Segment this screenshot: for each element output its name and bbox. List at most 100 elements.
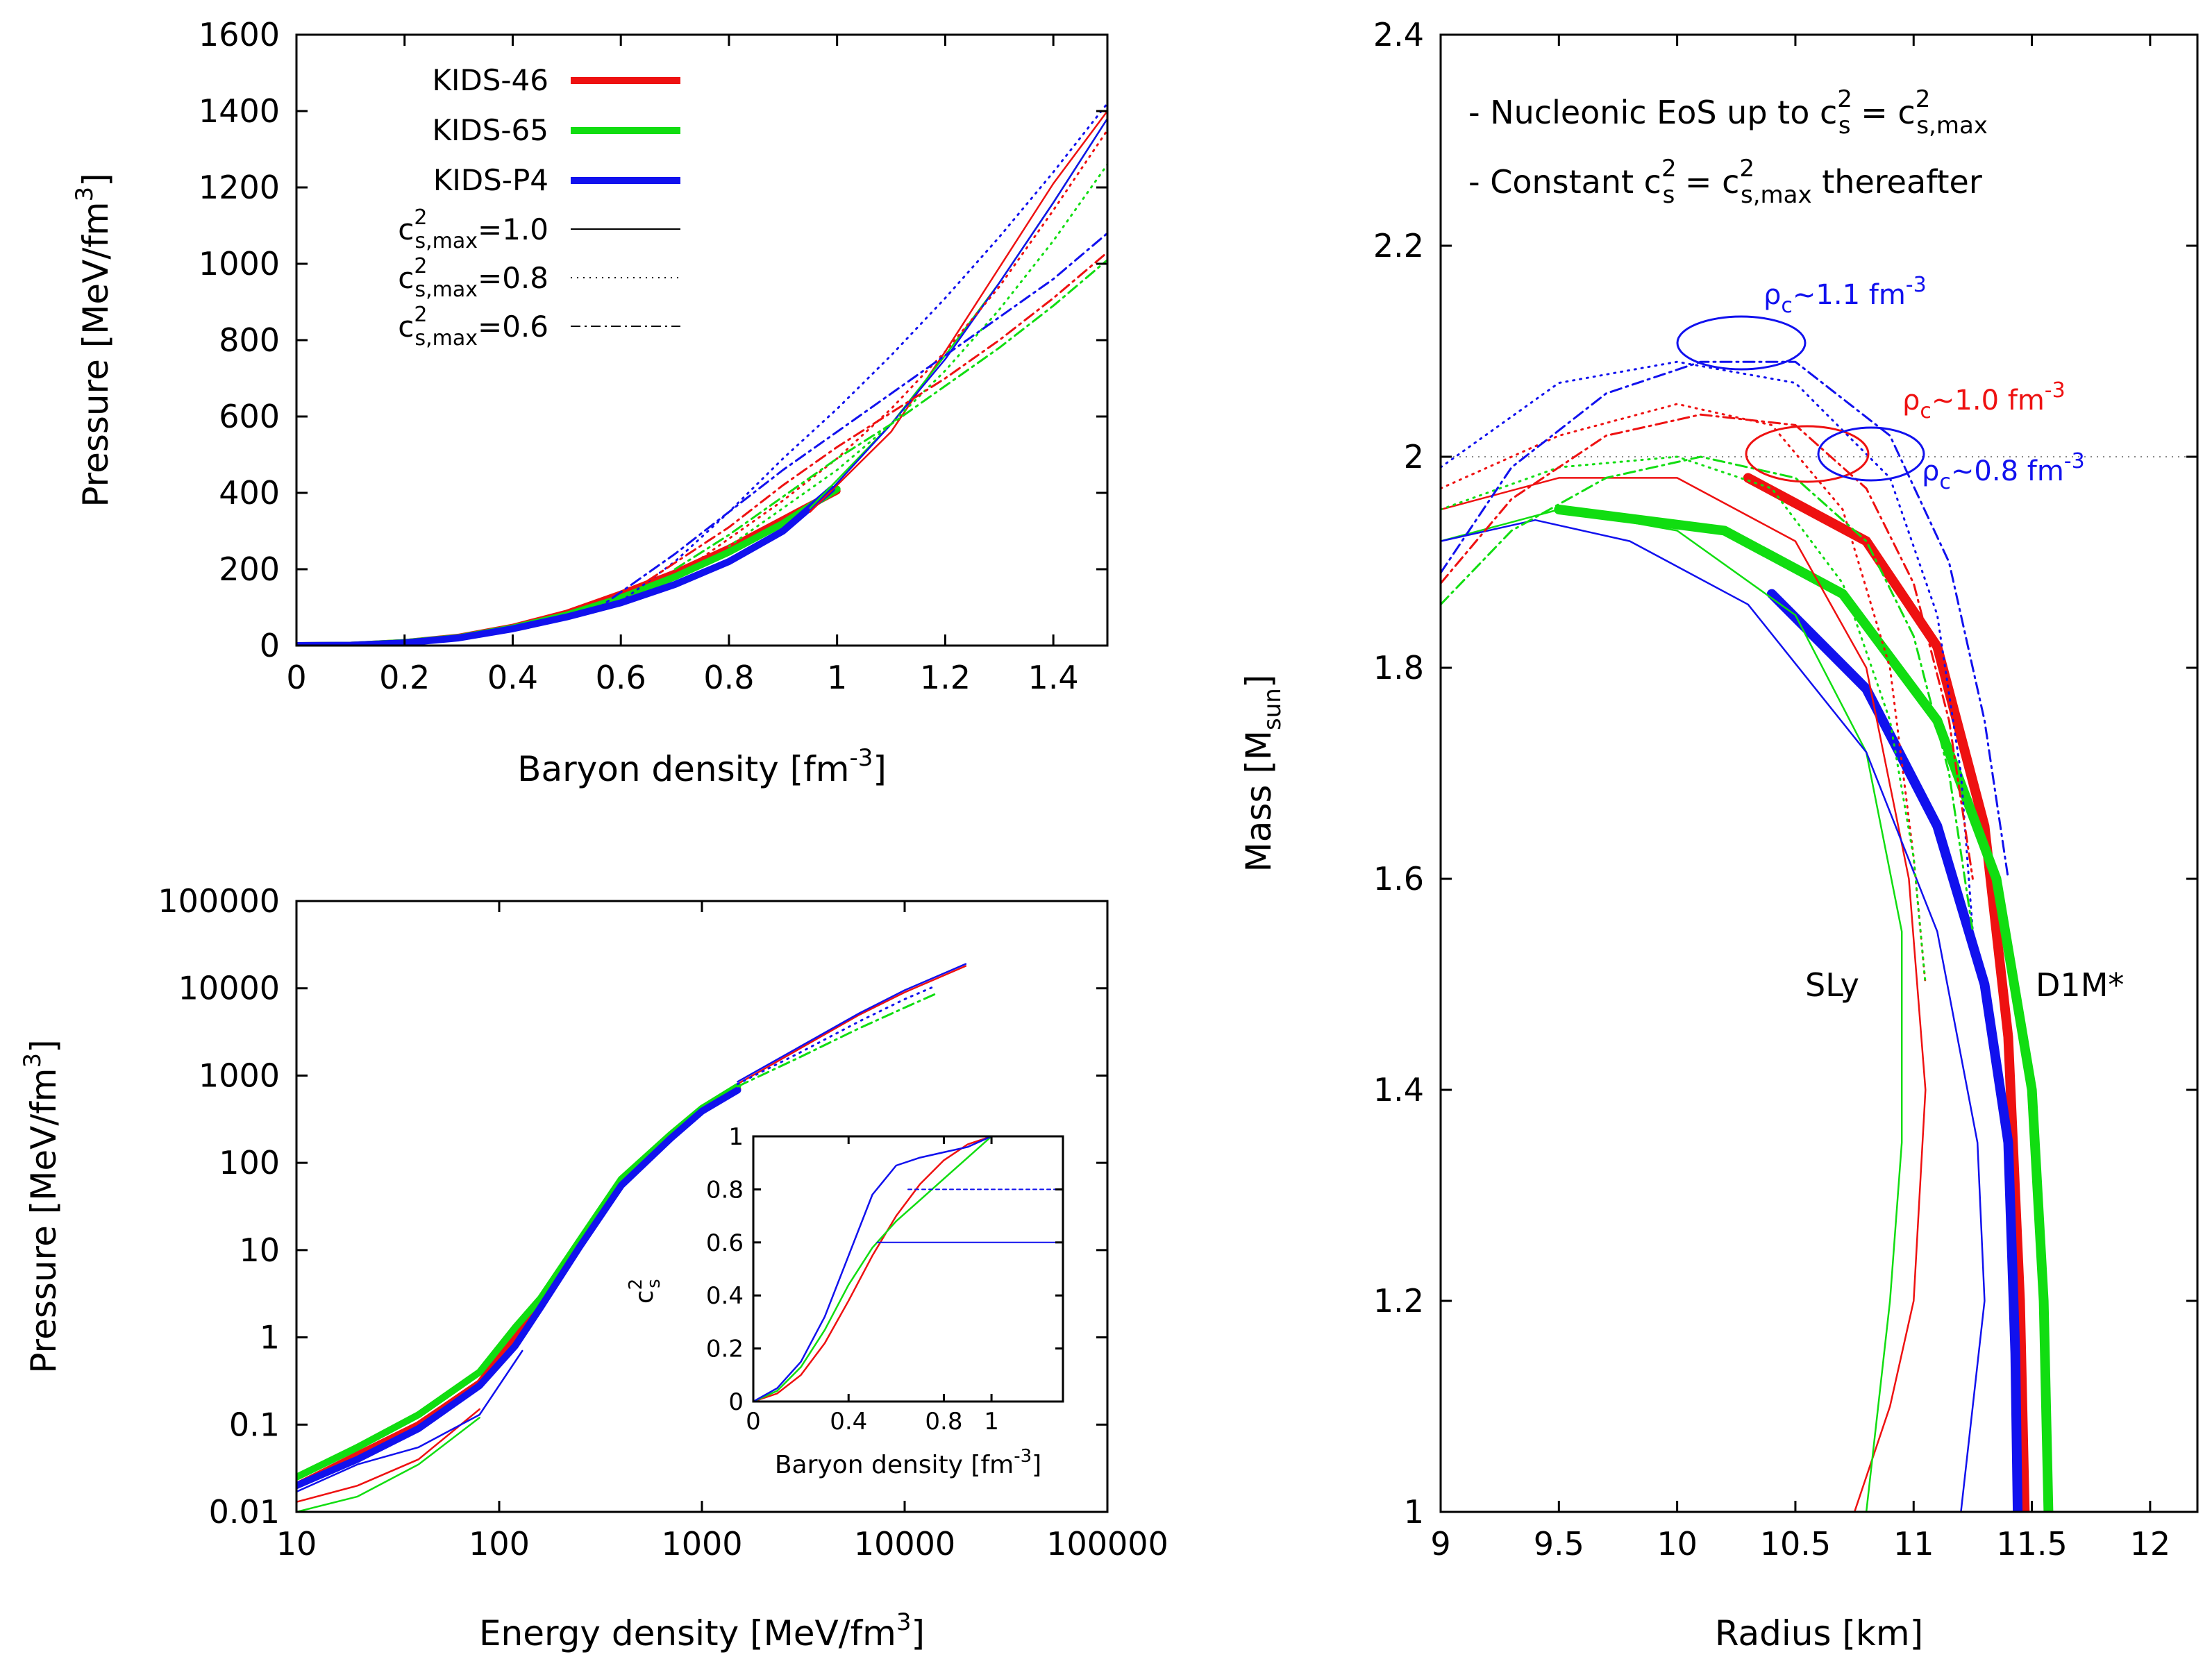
rho-0.8-marker: [1817, 426, 1925, 482]
annotation-rho-0.8: ρc~0.8 fm-3: [1922, 449, 2085, 494]
series-kids-65-dashdot-line: [673, 259, 1107, 571]
y-tick-label: 10: [239, 1231, 280, 1269]
y-tick-label: 1200: [199, 169, 280, 206]
x-tick-label: 1: [827, 659, 847, 696]
x-tick-label: 0.4: [830, 1408, 867, 1436]
inset-frame: [752, 1135, 1064, 1403]
x-tick-label: 10000: [854, 1525, 955, 1563]
series-kids-46-dotted-line: [1441, 403, 1927, 986]
y-tick-label: 0.2: [706, 1336, 744, 1363]
y-tick-label: 400: [219, 474, 280, 512]
series-kids-p4-solid-line: [1441, 519, 1986, 1512]
legend-label-kids-p4: KIDS-P4: [433, 163, 548, 197]
annotation-rho-1.1: ρc~1.1 fm-3: [1763, 273, 1927, 318]
y-tick-label: 1.4: [1373, 1071, 1424, 1109]
legend-label-cs-0.6: c2 s,max=0.6: [398, 303, 548, 351]
series-kids-65-line-line: [753, 1136, 1063, 1402]
x-tick-label: 9.5: [1534, 1525, 1584, 1563]
series-kids-46-solid-line: [296, 1408, 480, 1503]
series-kids-p4-thick-line: [296, 485, 835, 646]
series-kids-46-solid-line: [737, 965, 967, 1085]
annotation-rho-1.0: ρc~1.0 fm-3: [1902, 378, 2066, 423]
series-kids-p4-thick-line: [296, 1086, 741, 1490]
x-tick-label: 9: [1430, 1525, 1450, 1563]
y-tick-label: 100: [219, 1144, 280, 1181]
y-tick-label: 100000: [158, 882, 280, 920]
series-kids-p4-dashdot-line: [1441, 360, 2009, 880]
y-tick-label: 0: [260, 627, 280, 664]
x-axis-label: Baryon density [fm-3]: [517, 744, 887, 789]
y-tick-label: 600: [219, 398, 280, 435]
series-kids-46-thick-line: [296, 1085, 741, 1490]
x-tick-label: 10: [276, 1525, 317, 1563]
series-kids-46-solid-line: [809, 110, 1107, 513]
series-kids-65-dashdot-line: [1441, 455, 1974, 933]
label-d1m: D1M*: [2036, 966, 2124, 1004]
series-kids-65-dashdot-line: [736, 993, 936, 1088]
x-tick-label: 100000: [1046, 1525, 1168, 1563]
series-kids-p4-solid-line: [296, 1349, 523, 1493]
series-kids-65-solid-line: [809, 117, 1107, 510]
inset-background: [750, 1133, 1066, 1405]
series-kids-46-dashdot-line: [1441, 413, 1974, 880]
series-kids-65-thick-line: [296, 485, 841, 646]
series-kids-65-solid-line: [1441, 508, 1903, 1512]
x-tick-label: 0: [746, 1408, 761, 1436]
y-tick-label: 2.4: [1373, 16, 1424, 53]
y-tick-label: 1.6: [1373, 860, 1424, 898]
legend-label-cs-1.0: c2 s,max=1.0: [398, 205, 548, 253]
y-axis-label: Pressure [MeV/fm3]: [19, 1039, 64, 1373]
series-kids-65-dotted-line: [728, 163, 1107, 548]
series-kids-46-line-line: [753, 1136, 1063, 1402]
y-tick-label: 0.8: [706, 1176, 744, 1204]
series-kids-p4-dashdot-line: [592, 232, 1107, 612]
y-tick-label: 1000: [199, 245, 280, 283]
x-tick-label: 100: [469, 1525, 530, 1563]
y-tick-label: 1.8: [1373, 649, 1424, 687]
sound-speed-inset-chart: 0 0.2 0.4 0.6 0.8 1 0 0.4 0.8 1 Baryon density [f…: [626, 1123, 1066, 1479]
x-tick-label: 0.8: [925, 1408, 962, 1436]
series-kids-p4-solid-line: [830, 117, 1107, 490]
x-tick-label: 12: [2130, 1525, 2171, 1563]
x-tick-label: 10.5: [1760, 1525, 1831, 1563]
series-kids-p4-thick-line: [1766, 589, 2023, 1512]
y-tick-label: 1: [1404, 1493, 1424, 1531]
x-axis-label: Radius [km]: [1715, 1613, 1923, 1654]
legend-label-kids-46: KIDS-46: [432, 63, 548, 97]
label-sly: SLy: [1805, 966, 1859, 1004]
x-axis-label: Energy density [MeV/fm3]: [479, 1608, 925, 1654]
y-tick-label: 1600: [199, 16, 280, 53]
x-tick-label: 11: [1893, 1525, 1934, 1563]
x-tick-label: 1: [984, 1408, 999, 1436]
x-tick-label: 1.2: [920, 659, 971, 696]
series-kids-46-thick-line: [296, 487, 841, 646]
series-kids-p4-line-line: [753, 1136, 1063, 1402]
y-tick-label: 0: [728, 1388, 744, 1416]
pressure-vs-density-chart: 0 200 400 600 800 1000 1200 1400 1600 0 0.2 0.4 0.6 0…: [71, 16, 1109, 789]
plot-frame: [1439, 33, 2199, 1513]
y-tick-label: 0.4: [706, 1282, 744, 1310]
y-tick-label: 0.6: [706, 1229, 744, 1257]
y-tick-label: 800: [219, 321, 280, 359]
rho-1.1-marker: [1676, 315, 1807, 371]
y-tick-label: 1: [728, 1123, 744, 1151]
y-tick-label: 1.2: [1373, 1282, 1424, 1320]
x-tick-label: 0.2: [379, 659, 430, 696]
inset-x-axis-label: Baryon density [fm-3]: [775, 1446, 1041, 1479]
y-axis-label: Mass [Msun]: [1239, 675, 1287, 873]
series-kids-p4-dotted-line: [619, 102, 1107, 603]
series-kids-46-dashdot-line: [646, 251, 1107, 582]
y-tick-label: 0.1: [229, 1406, 280, 1443]
legend-label-kids-65: KIDS-65: [432, 113, 548, 147]
series-kids-p4-dotted-line: [1441, 360, 1974, 933]
series-kids-p4-solid-line: [737, 963, 967, 1083]
legend: KIDS-46 KIDS-65 KIDS-P4 c2 s,max=1.0 c2 s,…: [398, 63, 680, 351]
x-tick-label: 10: [1657, 1525, 1698, 1563]
x-tick-label: 11.5: [1996, 1525, 2067, 1563]
y-tick-label: 200: [219, 550, 280, 588]
x-tick-label: 0.6: [596, 659, 646, 696]
rho-1.0-marker: [1745, 425, 1870, 483]
series-kids-p4-dotted-line: [736, 985, 936, 1086]
